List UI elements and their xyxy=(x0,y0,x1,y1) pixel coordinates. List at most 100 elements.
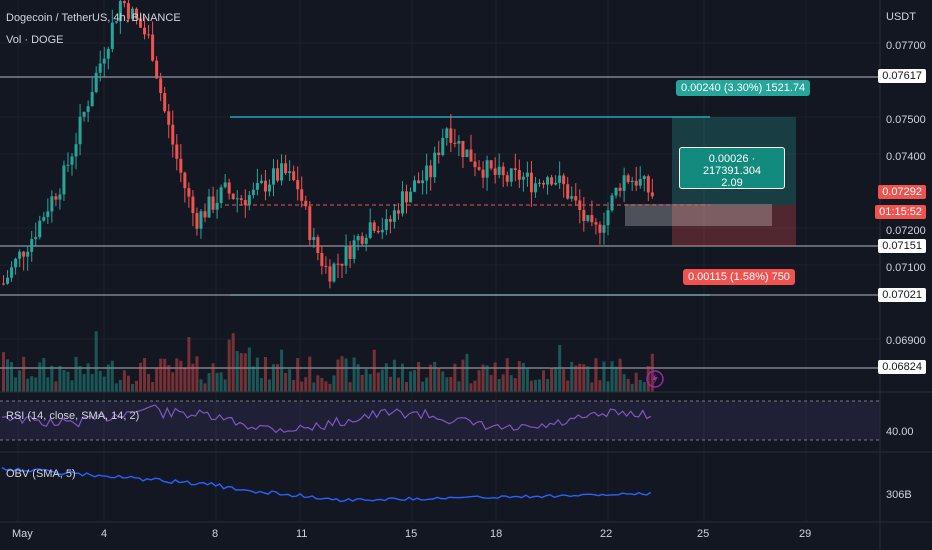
volume-bar xyxy=(46,377,50,392)
candle-body xyxy=(163,93,167,112)
candle-body xyxy=(267,184,271,192)
price-tag-lower-band[interactable]: 0.07021 xyxy=(878,288,926,302)
time-label: 11 xyxy=(296,528,308,540)
volume-bar xyxy=(610,361,614,392)
position-entry-box[interactable] xyxy=(625,204,772,226)
volume-bar xyxy=(400,363,404,392)
volume-bar xyxy=(82,373,86,392)
price-tag-top-band[interactable]: 0.07151 xyxy=(878,239,926,253)
volume-bar xyxy=(445,377,449,392)
volume-bar xyxy=(590,382,594,392)
candle-body xyxy=(26,251,30,257)
volume-bar xyxy=(380,369,384,392)
candle-body xyxy=(98,63,102,73)
candle-body xyxy=(441,137,445,156)
symbol-title[interactable]: Dogecoin / TetherUS, 4h, BINANCE xyxy=(6,12,181,24)
candle-body xyxy=(340,263,344,266)
volume-bar xyxy=(308,356,312,392)
candle-body xyxy=(211,196,215,210)
candle-body xyxy=(493,168,497,175)
volume-bar xyxy=(570,361,574,392)
candle-body xyxy=(409,191,413,203)
volume-legend[interactable]: Vol · DOGE xyxy=(6,34,64,46)
volume-bar xyxy=(171,372,175,392)
volume-bar xyxy=(2,352,5,392)
candle-body xyxy=(30,239,34,252)
volume-bar xyxy=(259,378,263,392)
candle-body xyxy=(78,116,82,145)
obv-legend[interactable]: OBV (SMA, 5) xyxy=(6,468,76,480)
volume-bar xyxy=(513,378,517,392)
volume-bar xyxy=(473,380,477,392)
volume-bar xyxy=(14,377,18,392)
price-tag-resistance[interactable]: 0.07617 xyxy=(878,69,926,83)
candle-body xyxy=(405,191,408,203)
candle-body xyxy=(546,177,550,185)
candle-body xyxy=(38,220,42,238)
candle-body xyxy=(2,283,5,285)
candle-body xyxy=(449,128,453,143)
currency-label[interactable]: USDT xyxy=(886,11,916,23)
volume-bar xyxy=(433,361,437,392)
candle-body xyxy=(86,106,90,112)
candle-body xyxy=(638,179,642,186)
volume-bar xyxy=(542,370,546,392)
volume-bar xyxy=(417,361,421,392)
candle-body xyxy=(171,124,175,145)
volume-bar xyxy=(106,364,110,392)
candle-body xyxy=(336,263,340,265)
price-tag-support[interactable]: 0.06824 xyxy=(878,360,926,374)
candle-body xyxy=(368,222,372,238)
volume-bar xyxy=(405,382,408,392)
price-tick: 0.07400 xyxy=(886,151,926,163)
candle-body xyxy=(554,182,558,185)
candle-body xyxy=(497,166,501,175)
volume-bar xyxy=(312,382,316,392)
volume-bar xyxy=(509,375,513,392)
stop-zone[interactable] xyxy=(672,205,796,246)
volume-bar xyxy=(255,357,259,392)
volume-bar xyxy=(324,381,328,392)
candle-body xyxy=(151,34,155,61)
candle-body xyxy=(114,21,118,23)
candle-body xyxy=(58,194,62,200)
volume-bar xyxy=(292,380,296,392)
candle-body xyxy=(421,180,425,184)
candle-body xyxy=(356,236,360,241)
candle-body xyxy=(646,176,650,193)
candle-body xyxy=(272,168,276,185)
volume-bar xyxy=(320,377,324,392)
volume-bar xyxy=(38,362,42,392)
risk-reward-box[interactable]: 0.00026 · 217391.304 2.09 xyxy=(679,147,785,189)
lightning-icon[interactable] xyxy=(646,370,664,388)
candle-body xyxy=(155,60,159,79)
stop-label[interactable]: 0.00115 (1.58%) 750 xyxy=(683,269,795,285)
volume-bar xyxy=(344,358,348,392)
volume-bar xyxy=(211,363,215,392)
volume-bar xyxy=(300,381,304,392)
volume-bar xyxy=(195,356,199,392)
candle-body xyxy=(18,251,22,259)
candle-body xyxy=(118,1,122,22)
candle-body xyxy=(280,163,284,181)
volume-bar xyxy=(465,353,469,392)
target-label[interactable]: 0.00240 (3.30%) 1521.74 xyxy=(676,80,811,96)
candle-body xyxy=(239,198,243,201)
candle-body xyxy=(179,158,183,173)
candle-body xyxy=(642,176,646,180)
candle-body xyxy=(50,196,54,212)
volume-bar xyxy=(574,365,578,392)
candle-body xyxy=(219,187,223,203)
candle-body xyxy=(46,211,50,217)
rsi-legend[interactable]: RSI (14, close, SMA, 14, 2) xyxy=(6,410,140,422)
candle-body xyxy=(453,142,457,144)
candle-body xyxy=(94,72,98,93)
volume-bar xyxy=(650,353,654,392)
volume-bar xyxy=(235,351,239,392)
volume-bar xyxy=(429,364,433,392)
candle-body xyxy=(207,196,211,218)
volume-bar xyxy=(122,370,126,392)
time-label: 18 xyxy=(490,528,503,540)
candle-body xyxy=(54,196,58,200)
